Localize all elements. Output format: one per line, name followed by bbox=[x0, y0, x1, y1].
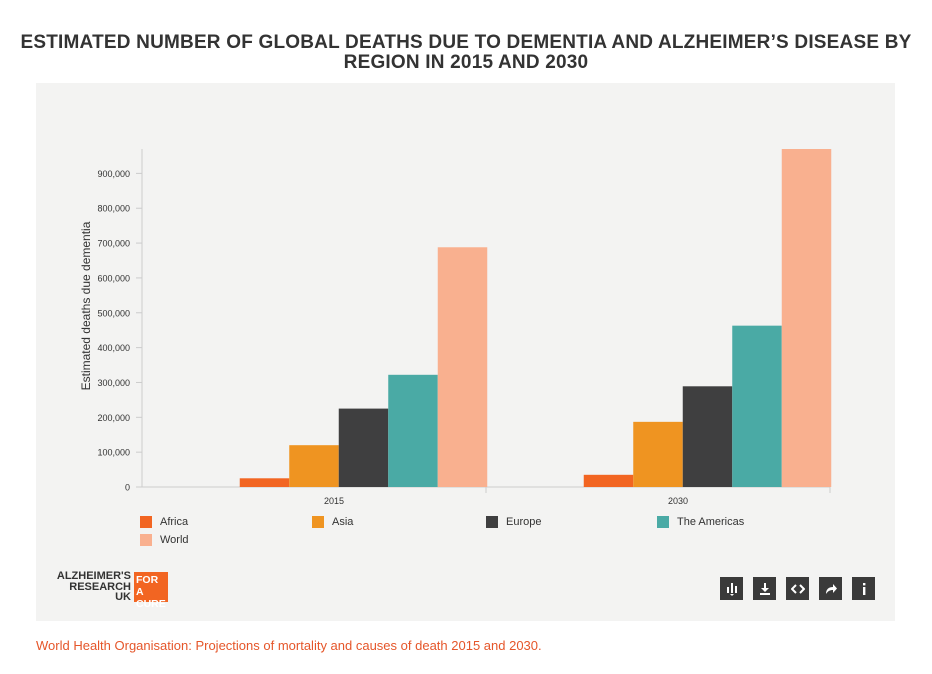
y-axis-title: Estimated deaths due dementia bbox=[79, 221, 93, 390]
legend-label: Africa bbox=[160, 516, 189, 528]
y-tick-label: 700,000 bbox=[97, 239, 130, 249]
x-tick-label: 2015 bbox=[324, 496, 344, 506]
chart-toolbar bbox=[720, 577, 885, 601]
legend-swatch bbox=[657, 516, 669, 528]
y-tick-label: 500,000 bbox=[97, 308, 130, 318]
info-icon bbox=[862, 582, 865, 595]
y-tick-label: 900,000 bbox=[97, 169, 130, 179]
y-tick-label: 100,000 bbox=[97, 448, 130, 458]
bar-chart: 0 100,000 200,000 300,000 400,000 500,000 600,… bbox=[79, 149, 832, 506]
download-icon bbox=[759, 582, 770, 595]
bar-world-2030 bbox=[781, 149, 832, 487]
legend-item-europe[interactable]: Europe bbox=[486, 516, 541, 528]
y-tick-label: 300,000 bbox=[97, 378, 130, 388]
logo-cure-box: FOR A CURE bbox=[134, 572, 168, 610]
bar-asia-2015 bbox=[289, 445, 339, 487]
y-tick-label: 600,000 bbox=[97, 273, 130, 283]
bar-africa-2030 bbox=[583, 474, 634, 487]
data-icon bbox=[726, 582, 737, 596]
chart-panel: 0 100,000 200,000 300,000 400,000 500,000 600,… bbox=[36, 83, 895, 621]
y-tick-label: 400,000 bbox=[97, 343, 130, 353]
legend-item-the-americas[interactable]: The Americas bbox=[657, 516, 744, 528]
legend-label: The Americas bbox=[677, 516, 745, 528]
legend-swatch bbox=[486, 516, 498, 528]
legend-label: Europe bbox=[506, 516, 542, 528]
legend-item-world[interactable]: World bbox=[140, 534, 189, 546]
bar-world-2015 bbox=[437, 247, 488, 487]
legend-swatch bbox=[140, 534, 152, 546]
bar-africa-2015 bbox=[239, 478, 290, 487]
chart-legend: Africa Asia Europe The Americas World bbox=[140, 516, 840, 556]
bar-europe-2015 bbox=[338, 408, 389, 487]
legend-label: Asia bbox=[332, 516, 354, 528]
x-tick-label: 2030 bbox=[668, 496, 688, 506]
legend-swatch bbox=[140, 516, 152, 528]
logo-line-1: ALZHEIMER'S bbox=[56, 570, 131, 582]
bar-asia-2030 bbox=[633, 421, 683, 487]
logo-box-line-2: CURE bbox=[136, 598, 166, 610]
legend-item-asia[interactable]: Asia bbox=[312, 516, 353, 528]
source-note: World Health Organisation: Projections o… bbox=[36, 638, 542, 653]
data-button[interactable] bbox=[720, 577, 743, 600]
legend-label: World bbox=[160, 534, 189, 546]
share-button[interactable] bbox=[819, 577, 842, 600]
y-tick-label: 200,000 bbox=[97, 413, 130, 423]
embed-button[interactable] bbox=[786, 577, 809, 600]
info-button[interactable] bbox=[852, 577, 875, 600]
legend-item-africa[interactable]: Africa bbox=[140, 516, 188, 528]
chart-title: ESTIMATED NUMBER OF GLOBAL DEATHS DUE TO… bbox=[20, 32, 912, 73]
share-icon bbox=[825, 583, 837, 594]
alzheimers-research-uk-logo: ALZHEIMER'S RESEARCH UK FOR A CURE bbox=[54, 571, 204, 611]
download-button[interactable] bbox=[753, 577, 776, 600]
y-tick-label: 0 bbox=[125, 483, 130, 493]
logo-line-3: UK bbox=[115, 591, 131, 603]
bar-the-americas-2030 bbox=[732, 325, 782, 487]
embed-icon bbox=[790, 583, 805, 594]
bar-the-americas-2015 bbox=[388, 374, 438, 487]
bar-europe-2030 bbox=[682, 386, 733, 487]
logo-line-2: RESEARCH bbox=[69, 580, 131, 593]
y-tick-label: 800,000 bbox=[97, 204, 130, 214]
logo-box-line-1: FOR A bbox=[136, 574, 159, 598]
legend-swatch bbox=[312, 516, 324, 528]
